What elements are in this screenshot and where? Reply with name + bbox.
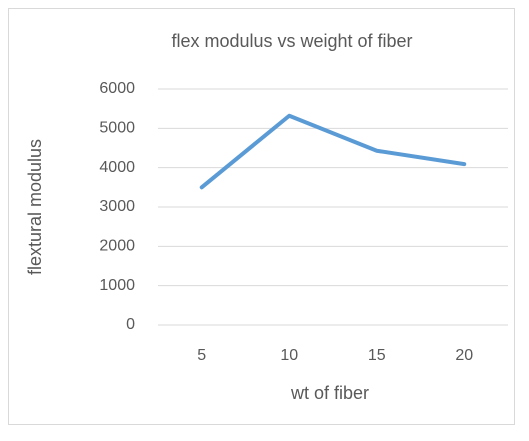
x-tick-label: 10 [280, 347, 298, 364]
y-tick-label: 0 [126, 316, 135, 333]
chart-title: flex modulus vs weight of fiber [171, 31, 412, 51]
y-axis-label: flextural modulus [25, 139, 45, 275]
x-tick-label: 5 [197, 347, 206, 364]
y-tick-label: 6000 [99, 80, 135, 97]
data-line [199, 113, 467, 190]
y-tick-label: 4000 [99, 159, 135, 176]
y-tick-label: 1000 [99, 277, 135, 294]
x-axis-label: wt of fiber [290, 383, 369, 403]
chart-border [8, 8, 515, 425]
y-tick-label: 5000 [99, 120, 135, 137]
y-tick-label: 2000 [99, 238, 135, 255]
y-tick-label: 3000 [99, 198, 135, 215]
x-tick-label: 15 [368, 347, 386, 364]
x-tick-label: 20 [455, 347, 473, 364]
